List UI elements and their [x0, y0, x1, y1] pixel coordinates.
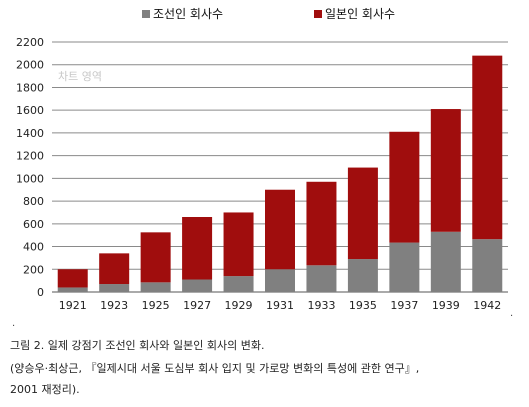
bar-japanese-1929	[223, 212, 254, 277]
x-tick-label: 1923	[100, 299, 128, 312]
y-tick-label: 1200	[16, 150, 44, 163]
figure-caption: 그림 2. 일제 강점기 조선인 회사와 일본인 회사의 변화.	[10, 339, 265, 352]
y-tick-label: 0	[37, 286, 44, 299]
bar-japanese-1942	[472, 55, 503, 240]
figure-source: (양승우·최상근, 『일제시대 서울 도심부 회사 입지 및 가로망 변화의 특…	[10, 362, 420, 375]
y-tick-label: 2200	[16, 36, 44, 49]
legend-swatch-1	[314, 10, 322, 18]
y-tick-label: 400	[23, 241, 44, 254]
bar-korean-1935	[347, 259, 378, 292]
bar-korean-1937	[389, 242, 420, 292]
x-tick-label: 1942	[473, 299, 501, 312]
bar-korean-1931	[265, 269, 295, 292]
y-tick-label: 1600	[16, 104, 44, 117]
bar-korean-1921	[57, 287, 88, 292]
bar-korean-1925	[140, 282, 171, 292]
x-tick-label: 1933	[307, 299, 335, 312]
bar-japanese-1939	[430, 109, 461, 232]
chart-area: 0 200 400 600 800 1000 1200 1400 1600 1800 2000 220…	[16, 7, 508, 312]
bar-japanese-1937	[389, 131, 420, 243]
legend-swatch-0	[142, 10, 150, 18]
y-tick-label: 200	[23, 263, 44, 276]
bar-japanese-1935	[347, 167, 378, 260]
legend-label-1: 일본인 회사수	[325, 7, 395, 21]
chart-area-watermark: 차트 영역	[58, 70, 102, 83]
y-tick-label: 1400	[16, 127, 44, 140]
x-tick-label: 1937	[390, 299, 418, 312]
y-tick-label: 2000	[16, 59, 44, 72]
x-tick-label: 1921	[59, 299, 87, 312]
y-tick-label: 800	[23, 195, 44, 208]
bar-korean-1929	[223, 276, 254, 292]
bar-korean-1923	[99, 284, 130, 292]
x-tick-label: 1929	[225, 299, 253, 312]
stacked-bar-chart: 0 200 400 600 800 1000 1200 1400 1600 1800 2000 220…	[16, 7, 508, 312]
bar-japanese-1925	[140, 232, 171, 283]
legend-label-0: 조선인 회사수	[153, 7, 223, 21]
y-tick-label: 1800	[16, 81, 44, 94]
x-tick-label: 1939	[432, 299, 460, 312]
bar-korean-1933	[306, 265, 337, 292]
y-tick-label: 600	[23, 218, 44, 231]
x-tick-label: 1931	[266, 299, 294, 312]
bar-japanese-1921	[57, 269, 88, 288]
x-tick-label: 1935	[349, 299, 377, 312]
y-tick-label: 1000	[16, 172, 44, 185]
bar-japanese-1927	[182, 217, 213, 280]
x-tick-label: 1925	[142, 299, 170, 312]
bar-japanese-1923	[99, 253, 130, 285]
bar-japanese-1933	[306, 181, 337, 266]
bar-japanese-1931	[265, 189, 295, 270]
bar-korean-1942	[472, 239, 503, 292]
bar-korean-1939	[430, 231, 461, 292]
paragraph-mark-left: .	[12, 318, 16, 329]
figure-source-year: 2001 재정리).	[10, 383, 80, 396]
bar-korean-1927	[182, 279, 213, 292]
x-tick-label: 1927	[183, 299, 211, 312]
paragraph-mark-right: .	[510, 308, 514, 319]
